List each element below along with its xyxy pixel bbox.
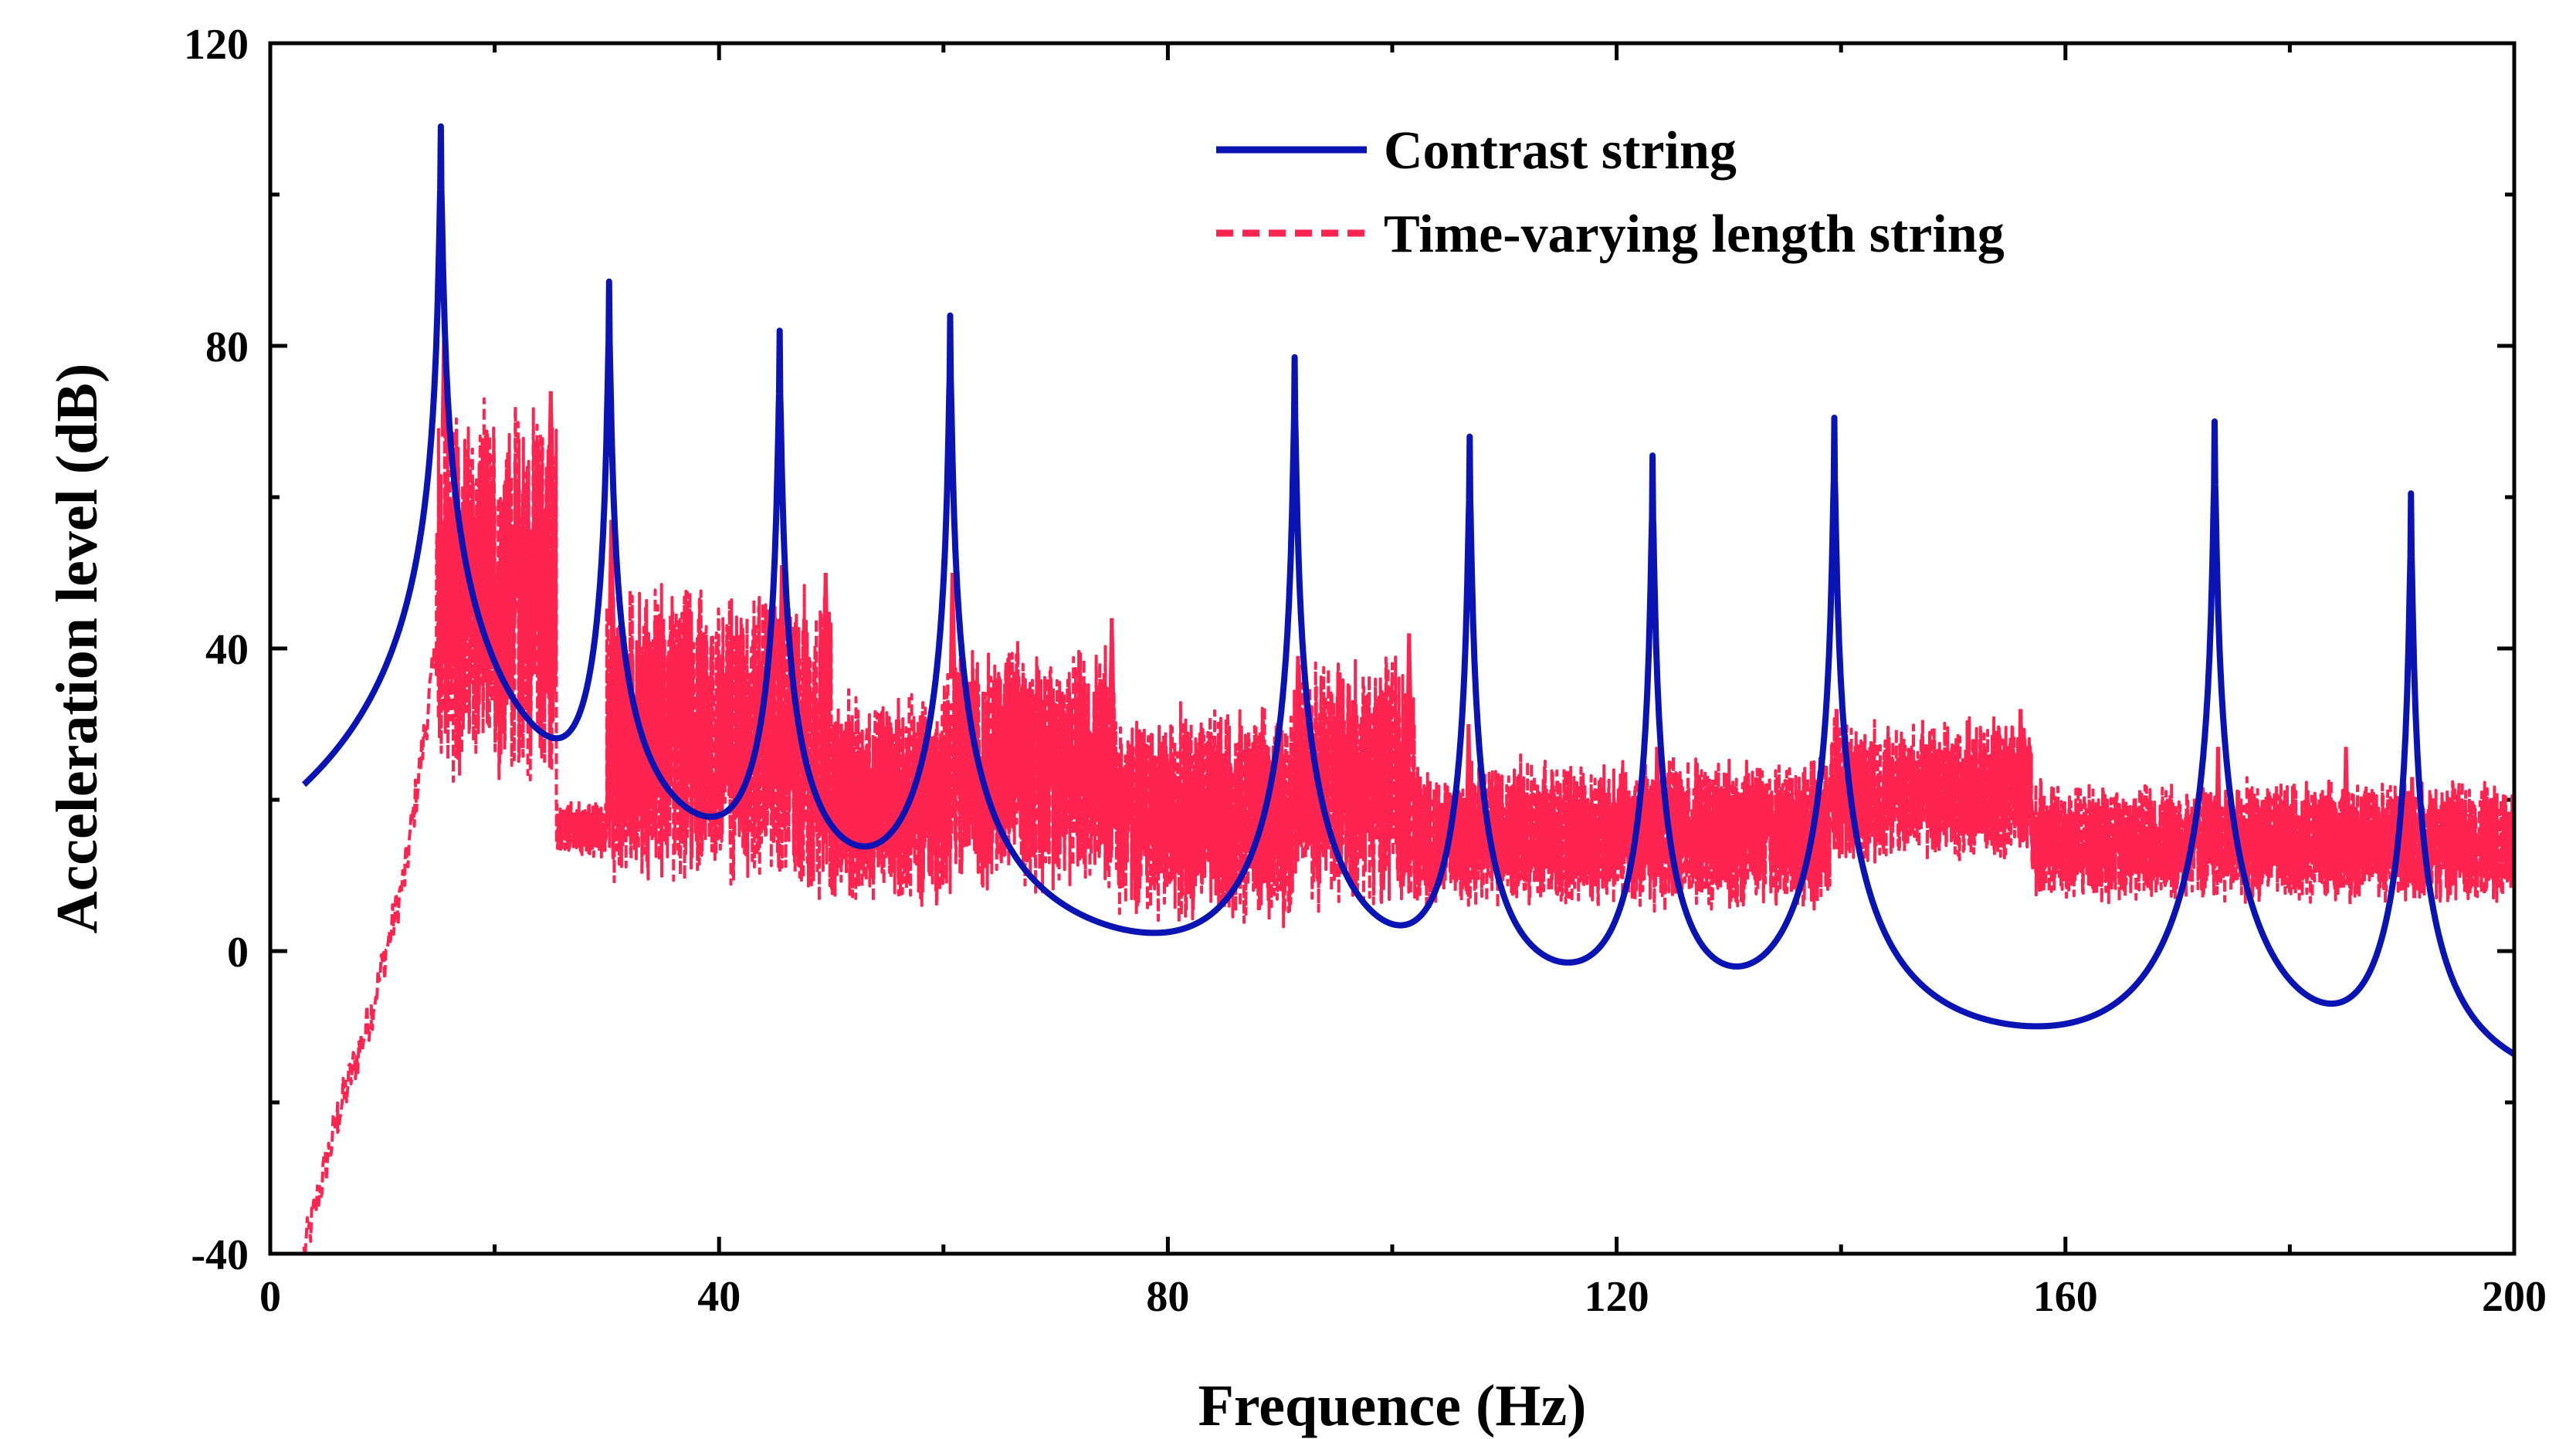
x-axis-title: Frequence (Hz): [1198, 1373, 1587, 1438]
y-axis-title: Acceleration level (dB): [45, 364, 110, 934]
x-tick-label: 0: [259, 1273, 281, 1321]
x-tick-label: 160: [2033, 1273, 2098, 1321]
time-varying-spike: [548, 391, 555, 513]
y-tick-label: 120: [184, 21, 249, 69]
time-varying-spike: [1655, 747, 1662, 868]
x-tick-label: 120: [1585, 1273, 1649, 1321]
time-varying-spike: [2410, 777, 2417, 899]
time-varying-spike: [780, 565, 786, 687]
legend-label-contrast-string: Contrast string: [1384, 121, 1737, 181]
time-varying-spike: [950, 572, 957, 694]
plot-frame: [268, 41, 2517, 1256]
time-varying-spike: [2344, 747, 2351, 868]
series-contrast-string: [301, 123, 2514, 1058]
legend-label-time-varying-length-string: Time-varying length string: [1384, 205, 2005, 264]
x-tick-label: 200: [2482, 1273, 2547, 1321]
time-varying-spike: [1110, 618, 1117, 740]
time-varying-spike: [2018, 709, 2025, 831]
time-varying-spike: [1296, 655, 1303, 777]
time-varying-spike: [1466, 723, 1473, 845]
series-time-varying-length-string: [302, 330, 2514, 1254]
time-varying-length-string-line: [302, 397, 2514, 1254]
y-tick-label: 0: [227, 929, 249, 977]
contrast-string-line: [301, 123, 2514, 1058]
time-varying-spike: [823, 572, 830, 694]
legend: Contrast string Time-varying length stri…: [1216, 121, 2005, 264]
y-tick-label: -40: [191, 1231, 249, 1279]
y-tick-label: 40: [205, 626, 249, 674]
y-tick-label: 80: [205, 323, 249, 371]
time-varying-spike: [609, 520, 616, 642]
time-varying-spike: [2215, 747, 2222, 868]
x-tick-label: 40: [697, 1273, 741, 1321]
time-varying-spike: [1834, 709, 1841, 831]
time-varying-spike: [1407, 633, 1414, 755]
x-tick-label: 80: [1146, 1273, 1189, 1321]
